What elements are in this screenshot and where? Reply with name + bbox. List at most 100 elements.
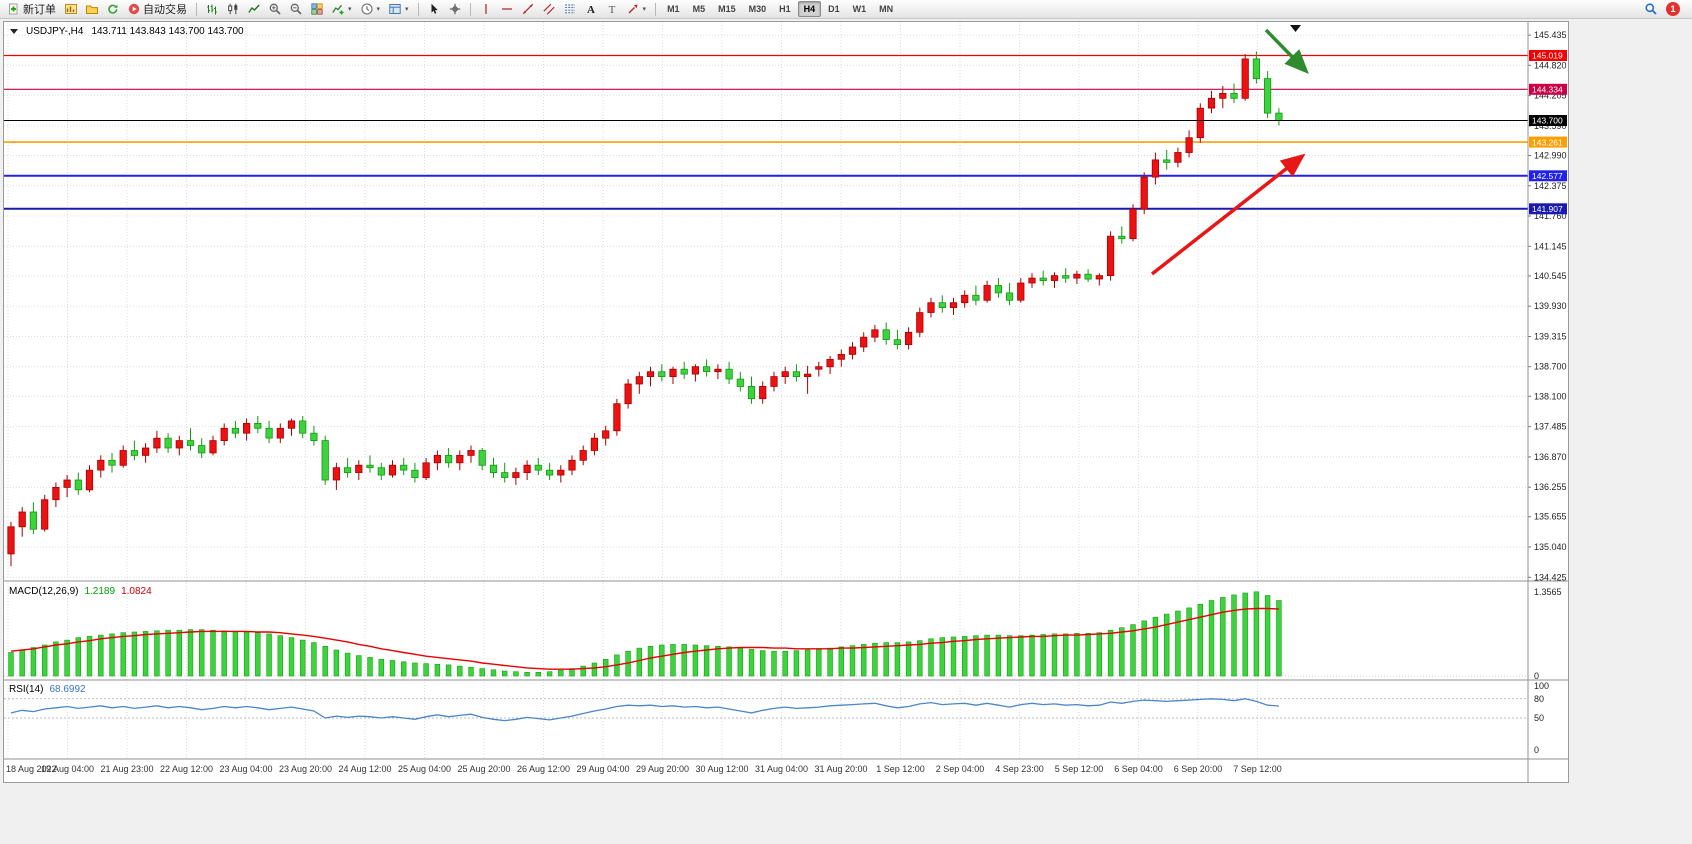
trendline-button[interactable]: [518, 1, 538, 18]
trendline-icon: [522, 3, 534, 15]
auto-trading-button-label: 自动交易: [143, 4, 187, 16]
crosshair-button[interactable]: [445, 1, 465, 18]
arrow-object-icon: [627, 3, 639, 15]
svg-text:143.700: 143.700: [1532, 116, 1563, 126]
new-order-button[interactable]: 新订单: [4, 1, 60, 18]
svg-text:145.435: 145.435: [1534, 30, 1567, 40]
svg-text:134.425: 134.425: [1534, 572, 1567, 582]
candlestick-mode-button[interactable]: [223, 1, 243, 18]
dropdown-caret-icon: ▾: [348, 6, 352, 13]
svg-text:50: 50: [1534, 713, 1544, 723]
svg-text:6 Sep 20:00: 6 Sep 20:00: [1174, 764, 1223, 774]
cursor-button[interactable]: [424, 1, 444, 18]
timeframe-button-h1[interactable]: H1: [779, 4, 791, 14]
refresh-button[interactable]: [103, 1, 123, 18]
text-icon: A: [585, 3, 597, 15]
toolbar-separator: [417, 2, 419, 16]
svg-text:139.930: 139.930: [1534, 301, 1567, 311]
svg-text:0: 0: [1534, 671, 1539, 681]
fibonacci-button[interactable]: [560, 1, 580, 18]
svg-text:145.019: 145.019: [1532, 51, 1563, 61]
tile-windows-button[interactable]: [307, 1, 327, 18]
svg-text:136.870: 136.870: [1534, 452, 1567, 462]
line-chart-mode-button[interactable]: [244, 1, 264, 18]
auto-trading-button[interactable]: 自动交易: [124, 1, 191, 18]
tile-windows-icon: [311, 3, 323, 15]
toolbar-separator: [655, 2, 657, 16]
chart-window: 145.435144.820144.205143.590142.990142.3…: [3, 21, 1569, 783]
svg-text:140.545: 140.545: [1534, 271, 1567, 281]
timeframe-button-m15[interactable]: M15: [718, 4, 736, 14]
timeframe-button-w1[interactable]: W1: [852, 4, 867, 14]
new-order-button-label: 新订单: [23, 4, 56, 16]
refresh-icon: [107, 3, 119, 15]
charts-button[interactable]: [61, 1, 81, 18]
svg-text:22 Aug 12:00: 22 Aug 12:00: [160, 764, 213, 774]
svg-text:29 Aug 04:00: 29 Aug 04:00: [576, 764, 629, 774]
bar-chart-mode-button[interactable]: [202, 1, 222, 18]
zoom-out-icon: [290, 3, 302, 15]
zoom-in-button[interactable]: [265, 1, 285, 18]
svg-text:135.040: 135.040: [1534, 542, 1567, 552]
svg-text:139.315: 139.315: [1534, 332, 1567, 342]
notification-badge[interactable]: 1: [1666, 2, 1680, 16]
chart-canvas[interactable]: 145.435144.820144.205143.590142.990142.3…: [4, 22, 1568, 782]
periods-button[interactable]: ▾: [357, 1, 385, 18]
timeframe-button-h4[interactable]: H4: [797, 1, 822, 17]
macd-name: MACD(12,26,9): [9, 586, 79, 597]
crosshair-icon: [449, 3, 461, 15]
timeframe-button-m1[interactable]: M1: [667, 4, 680, 14]
svg-text:23 Aug 20:00: 23 Aug 20:00: [279, 764, 332, 774]
horizontal-line-button[interactable]: [497, 1, 517, 18]
svg-text:4 Sep 23:00: 4 Sep 23:00: [995, 764, 1044, 774]
dropdown-caret-icon: ▾: [376, 6, 381, 13]
template-icon: [389, 3, 401, 15]
svg-text:5 Sep 12:00: 5 Sep 12:00: [1055, 764, 1104, 774]
templates-button[interactable]: ▾: [385, 1, 413, 18]
symbol-dropdown-icon[interactable]: [10, 29, 18, 34]
timeframe-button-m30[interactable]: M30: [748, 4, 767, 14]
svg-text:23 Aug 04:00: 23 Aug 04:00: [219, 764, 272, 774]
profiles-button[interactable]: [82, 1, 102, 18]
chart-title-bar: USDJPY-,H4 143.711 143.843 143.700 143.7…: [10, 26, 244, 37]
zoom-out-button[interactable]: [286, 1, 306, 18]
svg-text:136.255: 136.255: [1534, 482, 1567, 492]
indicators-button[interactable]: ▾: [328, 1, 356, 18]
vertical-line-button[interactable]: [476, 1, 496, 18]
svg-text:26 Aug 12:00: 26 Aug 12:00: [517, 764, 570, 774]
svg-text:30 Aug 12:00: 30 Aug 12:00: [695, 764, 748, 774]
text-button[interactable]: A: [581, 1, 601, 18]
svg-text:2 Sep 04:00: 2 Sep 04:00: [936, 764, 985, 774]
svg-text:137.485: 137.485: [1534, 422, 1567, 432]
zoom-in-icon: [269, 3, 281, 15]
svg-text:7 Sep 12:00: 7 Sep 12:00: [1233, 764, 1282, 774]
fibonacci-icon: [564, 3, 576, 15]
candlestick-icon: [227, 3, 239, 15]
toolbar-separator: [469, 2, 471, 16]
timeframe-button-m5[interactable]: M5: [692, 4, 706, 14]
svg-text:100: 100: [1534, 681, 1549, 691]
cursor-icon: [428, 3, 440, 15]
macd-label: MACD(12,26,9) 1.2189 1.0824: [9, 586, 152, 597]
search-button[interactable]: [1641, 1, 1661, 18]
macd-main-value: 1.2189: [84, 586, 116, 597]
svg-text:142.990: 142.990: [1534, 151, 1567, 161]
svg-text:31 Aug 20:00: 31 Aug 20:00: [814, 764, 867, 774]
svg-text:142.577: 142.577: [1532, 171, 1563, 181]
svg-text:25 Aug 04:00: 25 Aug 04:00: [398, 764, 451, 774]
line-chart-icon: [248, 3, 260, 15]
toolbar: 新订单 自动交易 ▾ ▾ ▾ A T ▾ M1 M5 M15 M30 H1 H4 D1 W1 MN 1: [0, 0, 1692, 19]
arrows-button[interactable]: ▾: [623, 1, 651, 18]
dropdown-caret-icon: ▾: [405, 6, 409, 13]
svg-text:18 Aug 2022: 18 Aug 2022: [6, 764, 57, 774]
svg-text:1.3565: 1.3565: [1534, 587, 1562, 597]
clock-icon: [361, 3, 373, 15]
timeframe-button-d1[interactable]: D1: [828, 4, 840, 14]
label-button[interactable]: T: [602, 1, 622, 18]
channel-button[interactable]: [539, 1, 559, 18]
svg-text:A: A: [587, 4, 595, 15]
svg-text:29 Aug 20:00: 29 Aug 20:00: [636, 764, 689, 774]
chart-symbol-period: USDJPY-,H4: [26, 26, 84, 37]
label-icon: T: [606, 3, 618, 15]
timeframe-button-mn[interactable]: MN: [879, 4, 894, 14]
